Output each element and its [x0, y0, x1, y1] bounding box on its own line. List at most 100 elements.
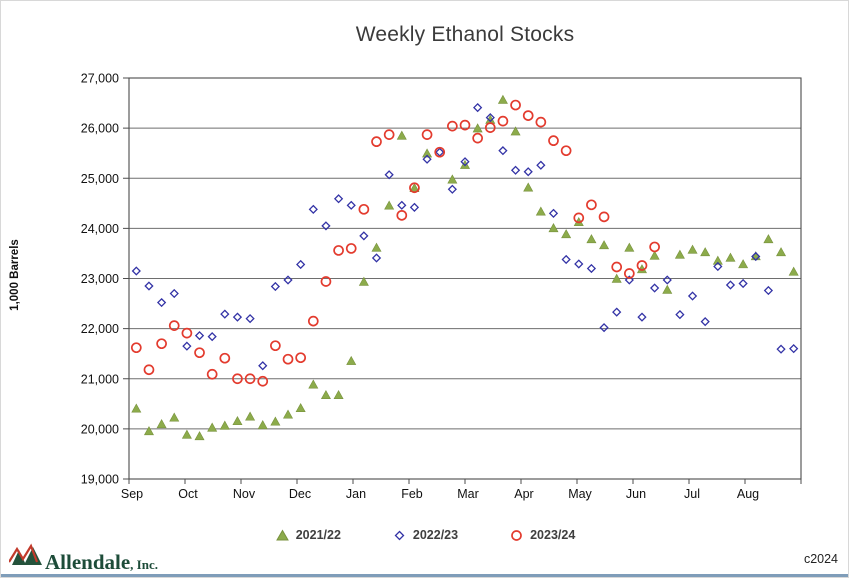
diamond-data-point — [561, 254, 571, 265]
circle-data-point — [472, 132, 483, 144]
y-tick-label: 27,000 — [81, 72, 119, 86]
triangle-data-point — [712, 255, 723, 265]
circle-data-point — [611, 261, 623, 273]
circle-data-point — [383, 129, 395, 140]
y-tick-label: 23,000 — [81, 272, 119, 286]
triangle-data-point — [396, 130, 407, 140]
circle-data-point — [156, 338, 167, 350]
circle-data-point — [282, 353, 294, 365]
diamond-data-point — [675, 309, 685, 320]
y-tick-label: 19,000 — [81, 473, 119, 487]
triangle-data-point — [586, 234, 597, 244]
circle-data-point — [295, 352, 307, 364]
circle-data-point — [333, 245, 344, 256]
circle-data-point — [548, 135, 559, 147]
circle-data-point — [130, 342, 142, 354]
triangle-data-point — [156, 419, 167, 429]
diamond-data-point — [498, 146, 508, 156]
triangle-data-point — [270, 416, 281, 426]
triangle-data-point — [384, 200, 395, 210]
triangle-data-point — [143, 426, 154, 436]
x-tick-label: Jul — [684, 487, 700, 501]
x-tick-label: Apr — [514, 487, 533, 501]
triangle-data-point — [725, 252, 736, 262]
diamond-data-point — [308, 204, 318, 214]
triangle-data-point — [371, 242, 382, 252]
triangle-marker-icon — [275, 529, 289, 540]
diamond-data-point — [397, 200, 407, 210]
legend-item-2022-23: 2022/23 — [393, 528, 458, 542]
triangle-data-point — [232, 416, 243, 426]
triangle-data-point — [219, 420, 230, 430]
diamond-marker-icon — [394, 530, 405, 540]
triangle-data-point — [422, 148, 433, 158]
diamond-data-point — [409, 202, 420, 212]
circle-data-point — [232, 373, 243, 385]
circle-data-point — [270, 340, 281, 352]
diamond-data-point — [713, 261, 723, 272]
x-tick-label: Aug — [737, 487, 759, 501]
circle-data-point — [459, 119, 471, 131]
circle-data-point — [320, 276, 332, 287]
triangle-data-point — [257, 420, 268, 430]
triangle-data-point — [624, 242, 635, 252]
diamond-data-point — [574, 259, 584, 269]
circle-data-point — [573, 212, 585, 224]
x-tick-label: Jun — [626, 487, 646, 501]
diamond-data-point — [296, 259, 306, 270]
x-tick-label: May — [568, 487, 592, 501]
diamond-data-point — [700, 316, 710, 327]
circle-data-point — [636, 260, 648, 271]
diamond-data-point — [662, 275, 672, 285]
diamond-data-point — [650, 283, 660, 293]
circle-data-point — [409, 182, 420, 194]
diamond-data-point — [169, 288, 179, 299]
diamond-data-point — [384, 170, 394, 180]
chart-legend: 2021/22 2022/23 2023/24 — [1, 528, 848, 542]
circle-marker-icon — [511, 529, 522, 541]
x-tick-label: Mar — [457, 487, 479, 501]
legend-label: 2021/22 — [295, 528, 341, 542]
circle-data-point — [181, 327, 193, 339]
triangle-data-point — [649, 250, 660, 260]
triangle-data-point — [497, 94, 508, 104]
x-tick-label: Nov — [233, 487, 256, 501]
diamond-data-point — [586, 263, 597, 274]
circle-data-point — [484, 122, 496, 133]
triangle-data-point — [611, 273, 622, 283]
circle-data-point — [535, 116, 547, 128]
diamond-data-point — [182, 341, 192, 351]
triangle-data-point — [472, 123, 483, 133]
diamond-data-point — [485, 112, 495, 123]
diamond-data-point — [359, 231, 369, 241]
x-tick-label: Dec — [289, 487, 311, 501]
diamond-data-point — [447, 184, 457, 194]
triangle-data-point — [763, 234, 774, 244]
diamond-data-point — [751, 251, 761, 262]
legend-item-2021-22: 2021/22 — [275, 528, 341, 542]
triangle-data-point — [194, 431, 205, 441]
y-tick-label: 26,000 — [81, 122, 119, 136]
triangle-data-point — [662, 284, 673, 294]
diamond-data-point — [321, 221, 331, 231]
y-tick-label: 22,000 — [81, 322, 119, 336]
diamond-data-point — [283, 275, 293, 285]
x-tick-label: Jan — [346, 487, 366, 501]
triangle-data-point — [169, 412, 180, 422]
triangle-data-point — [561, 229, 572, 239]
x-tick-label: Sep — [121, 487, 143, 501]
diamond-data-point — [207, 332, 217, 342]
triangle-data-point — [181, 429, 192, 439]
circle-data-point — [358, 203, 370, 215]
triangle-data-point — [447, 174, 458, 184]
triangle-data-point — [510, 126, 521, 136]
diamond-data-point — [258, 361, 268, 371]
triangle-data-point — [674, 249, 685, 259]
triangle-data-point — [523, 182, 534, 192]
logo-text: Allendale — [45, 550, 131, 574]
triangle-data-point — [700, 247, 711, 257]
diamond-data-point — [131, 266, 141, 276]
triangle-data-point — [738, 259, 749, 269]
diamond-data-point — [270, 281, 280, 292]
